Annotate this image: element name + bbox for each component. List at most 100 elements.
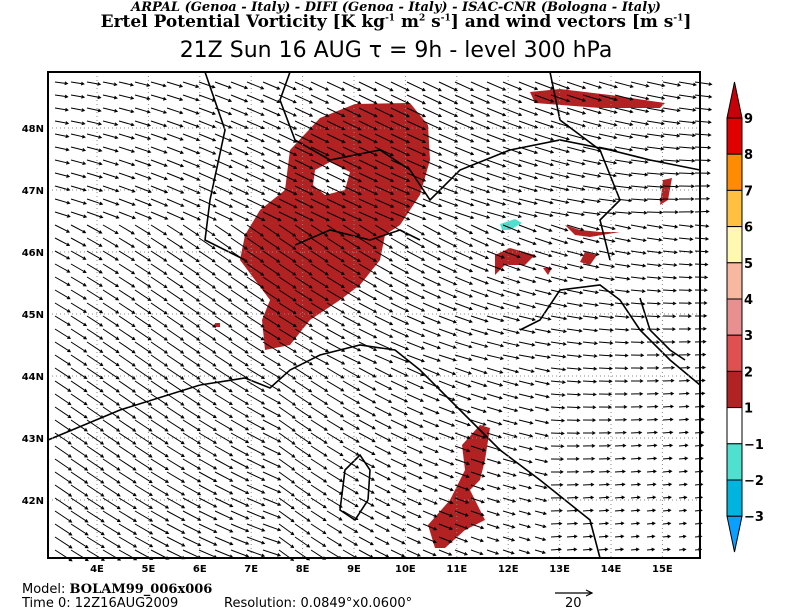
wind-arrow	[390, 81, 410, 92]
wind-arrow	[310, 263, 329, 276]
wind-arrow	[150, 185, 169, 194]
wind-arrow	[406, 406, 424, 415]
wind-arrow	[662, 443, 674, 448]
wind-arrow	[278, 367, 297, 380]
wind-arrow	[630, 495, 641, 500]
wind-arrow	[550, 302, 568, 308]
wind-arrow	[102, 146, 119, 153]
wind-arrow	[198, 406, 217, 419]
wind-arrow	[54, 276, 71, 286]
wind-arrow	[502, 458, 518, 464]
wind-arrow	[662, 250, 678, 255]
wind-arrow	[262, 315, 281, 328]
wind-arrow	[150, 211, 169, 220]
wind-arrow	[70, 185, 87, 192]
wind-arrow	[198, 289, 217, 302]
wind-arrow	[102, 419, 121, 432]
wind-arrow	[486, 276, 505, 284]
wind-arrow	[678, 275, 693, 280]
wind-arrow	[118, 289, 136, 301]
colorbar-label: 2	[744, 365, 753, 380]
wind-arrow	[86, 497, 105, 510]
wind-arrow	[486, 432, 503, 439]
wind-arrow	[118, 172, 136, 180]
wind-arrow	[358, 341, 378, 351]
wind-arrow	[102, 536, 122, 548]
wind-arrow	[310, 341, 330, 353]
wind-arrow	[678, 430, 689, 435]
wind-arrow	[438, 224, 458, 235]
wind-arrow	[486, 159, 507, 168]
wind-arrow	[214, 445, 234, 457]
wind-arrow	[454, 146, 475, 156]
wind-arrow	[518, 328, 536, 334]
wind-arrow	[534, 133, 555, 141]
wind-arrow	[54, 354, 72, 366]
wind-arrow	[54, 211, 71, 218]
wind-arrow	[518, 185, 539, 193]
wind-arrow	[678, 352, 691, 357]
wind-arrow	[358, 432, 376, 443]
wind-arrow	[646, 404, 659, 409]
wind-arrow	[278, 237, 297, 250]
wind-arrow	[502, 341, 520, 347]
wind-arrow	[262, 497, 282, 506]
wind-arrow	[470, 289, 489, 298]
wind-arrow	[54, 237, 71, 246]
wind-arrow	[374, 198, 395, 208]
wind-arrow	[310, 237, 329, 250]
wind-arrow	[534, 497, 548, 503]
wind-arrow	[326, 81, 346, 91]
wind-arrow	[470, 120, 491, 130]
wind-arrow	[118, 328, 136, 341]
wind-arrow	[486, 393, 503, 400]
wind-arrow	[230, 107, 249, 116]
wind-arrow	[470, 419, 487, 426]
wind-arrow	[454, 484, 470, 491]
wind-arrow	[438, 497, 454, 505]
wind-arrow	[246, 354, 265, 367]
wind-arrow	[422, 484, 439, 492]
wind-arrow	[278, 302, 297, 315]
wind-arrow	[358, 497, 375, 507]
wind-arrow	[438, 120, 459, 130]
wind-arrow	[390, 380, 409, 390]
wind-arrow	[534, 315, 552, 321]
wind-arrow	[470, 224, 490, 234]
wind-arrow	[118, 497, 137, 510]
wind-arrow	[342, 432, 360, 443]
wind-arrow	[614, 534, 625, 539]
title-part: ] and wind vectors [m s	[450, 12, 674, 32]
wind-arrow	[550, 81, 571, 90]
wind-arrow	[486, 445, 502, 452]
wind-arrow	[70, 510, 89, 523]
lat-label: 47N	[22, 186, 44, 197]
wind-arrow	[54, 185, 71, 192]
wind-arrow	[374, 315, 394, 326]
wind-arrow	[102, 237, 119, 248]
wind-arrow	[198, 367, 217, 380]
colorbar-band	[726, 407, 743, 445]
wind-arrow	[566, 392, 582, 397]
wind-arrow	[150, 328, 168, 341]
wind-arrow	[486, 146, 507, 155]
wind-arrow	[54, 393, 72, 406]
wind-arrow	[694, 94, 713, 99]
wind-arrow	[166, 458, 186, 470]
wind-arrow	[150, 341, 168, 354]
wind-arrow	[694, 209, 710, 214]
wind-arrow	[310, 432, 328, 444]
wind-arrow	[566, 521, 579, 526]
wind-arrow	[230, 237, 248, 250]
wind-arrow	[278, 354, 298, 366]
wind-arrow	[550, 393, 566, 397]
wind-arrow	[150, 497, 170, 509]
wind-arrow	[230, 510, 250, 520]
wind-arrow	[198, 224, 216, 237]
wind-arrow	[326, 289, 345, 301]
wind-arrow	[198, 354, 217, 367]
wind-arrow	[566, 482, 580, 487]
wind-arrow	[582, 107, 602, 115]
wind-arrow	[134, 211, 153, 220]
wind-arrow	[326, 198, 346, 209]
